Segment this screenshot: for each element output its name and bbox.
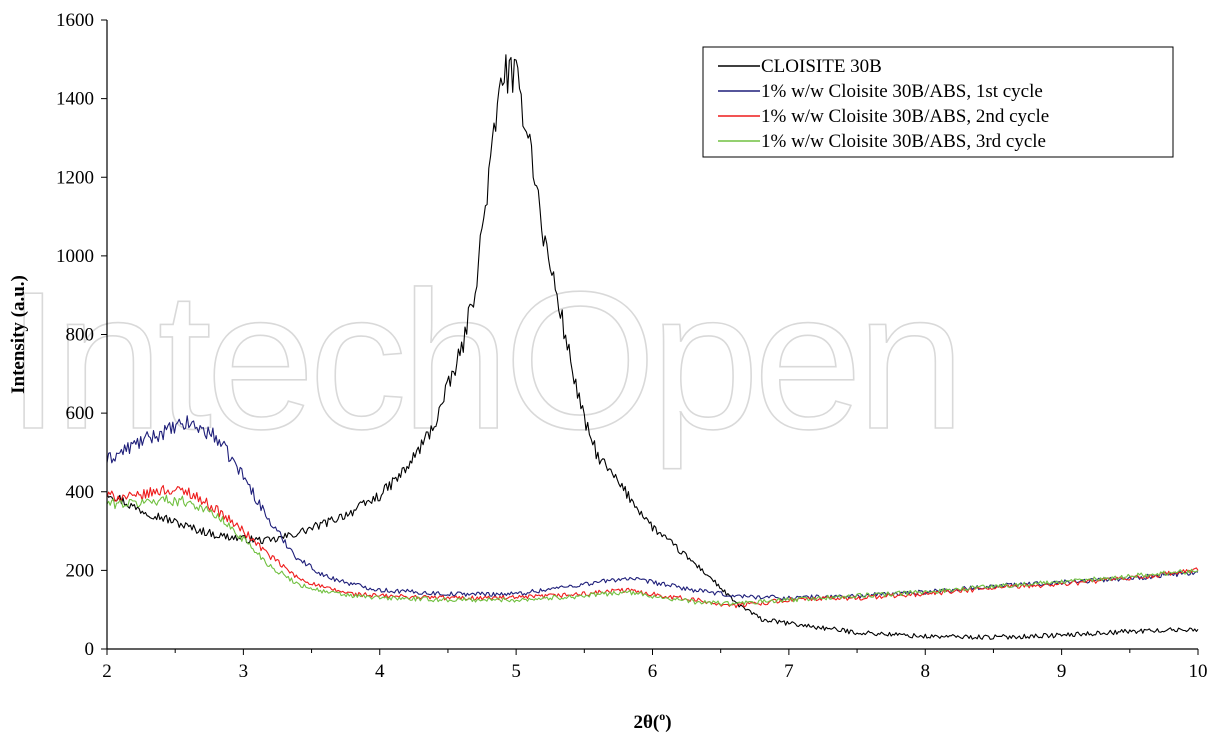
x-axis-title: 2θ(o) [633, 709, 671, 733]
series-line-3 [106, 484, 1199, 609]
y-tick-label: 1200 [56, 167, 94, 188]
series-line-4 [106, 494, 1199, 606]
x-tick-label: 9 [1057, 661, 1067, 682]
x-axis-title-sup: o [659, 709, 665, 723]
y-tick-label: 600 [66, 403, 95, 424]
x-tick-label: 3 [239, 661, 249, 682]
x-tick-label: 8 [921, 661, 931, 682]
x-axis-title-main: 2θ( [633, 712, 659, 733]
legend-box [702, 46, 1174, 158]
x-tick-label: 4 [375, 661, 385, 682]
y-tick-label: 400 [66, 482, 95, 503]
series-line-1 [106, 54, 1199, 640]
watermark-logo: IntechOpen [6, 251, 959, 470]
x-tick-label: 7 [784, 661, 794, 682]
ticks-layer: 2 3 4 5 6 7 8 9 10 0 200 400 600 800 1000 1200 1400 1600 [56, 10, 1208, 682]
y-tick-label: 1600 [56, 10, 94, 31]
x-tick-label: 6 [648, 661, 658, 682]
x-tick-label: 5 [511, 661, 521, 682]
legend-label-3: 1% w/w Cloisite 30B/ABS, 2nd cycle [761, 106, 1049, 127]
x-axis-title-close: ) [665, 712, 671, 733]
y-tick-label: 1000 [56, 246, 94, 267]
legend-label-1: CLOISITE 30B [761, 56, 882, 77]
legend-label-2: 1% w/w Cloisite 30B/ABS, 1st cycle [761, 81, 1043, 102]
series-layer [106, 54, 1199, 640]
legend-label-4: 1% w/w Cloisite 30B/ABS, 3rd cycle [761, 131, 1046, 152]
y-axis-title: Intensity (a.u.) [8, 275, 29, 394]
y-tick-label: 200 [66, 560, 95, 581]
y-tick-label: 0 [85, 639, 95, 660]
x-tick-label: 10 [1189, 661, 1208, 682]
x-tick-label: 2 [102, 661, 112, 682]
y-tick-label: 800 [66, 325, 95, 346]
y-tick-label: 1400 [56, 89, 94, 110]
series-line-2 [106, 415, 1199, 601]
legend: CLOISITE 30B 1% w/w Cloisite 30B/ABS, 1st… [702, 46, 1174, 158]
